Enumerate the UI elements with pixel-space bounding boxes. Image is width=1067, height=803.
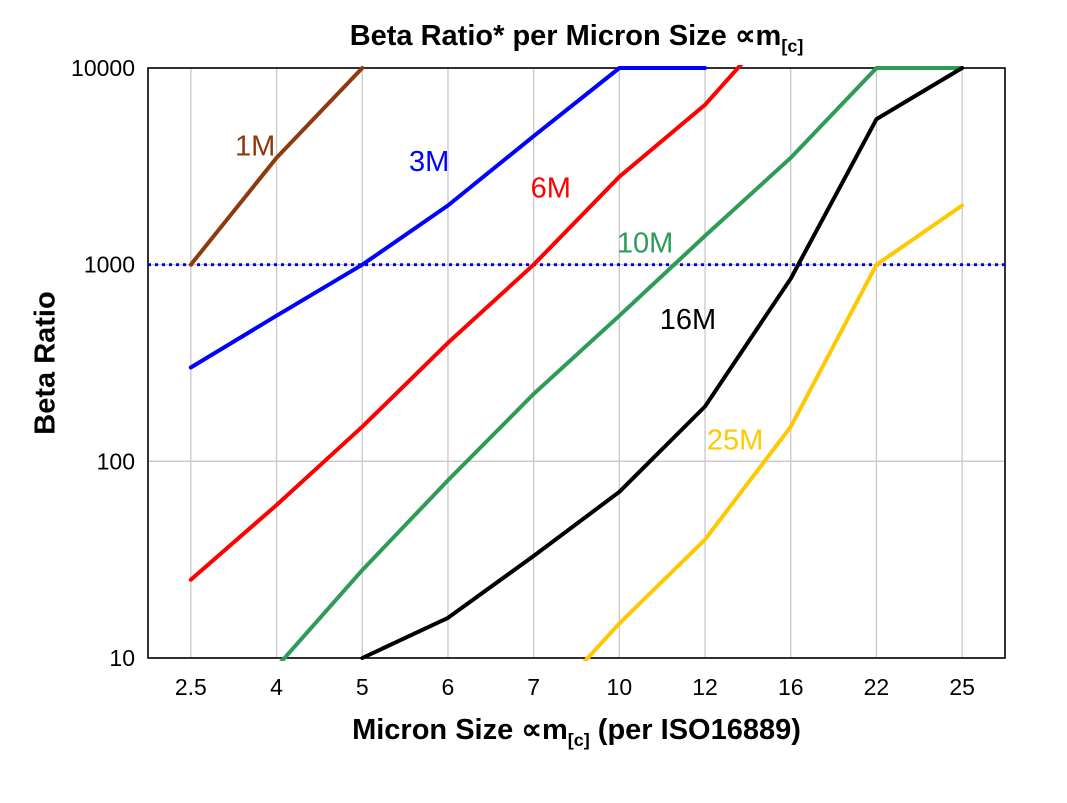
x-tick-label-2.5: 2.5 (175, 674, 207, 700)
series-line-10M (279, 66, 965, 661)
series-labels: 1M 3M 6M 10M 16M 25M (235, 130, 763, 456)
y-tick-label-10: 10 (109, 645, 135, 671)
x-tick-labels: 2.5 4 5 6 7 10 12 16 22 25 (175, 674, 975, 700)
y-tick-label-1000: 1000 (84, 252, 135, 278)
grid-vertical (190, 68, 963, 658)
x-tick-label-25: 25 (949, 674, 975, 700)
series-line-25M (582, 203, 965, 661)
x-axis-title-suffix: (per ISO16889) (589, 714, 801, 746)
x-tick-label-22: 22 (864, 674, 890, 700)
x-axis-title-subscript: [c] (567, 729, 590, 750)
y-axis-title: Beta Ratio (29, 291, 62, 435)
series-line-6M (188, 65, 744, 582)
x-tick-label-7: 7 (527, 674, 540, 700)
x-axis-title-text: Micron Size ∝m (352, 714, 568, 746)
chart-title-text: Beta Ratio* per Micron Size ∝m (349, 20, 782, 52)
series-line-16M (360, 66, 965, 660)
series-line-1M (188, 66, 365, 267)
series-label-6M: 6M (531, 172, 571, 204)
series-label-1M: 1M (235, 130, 275, 162)
x-tick-label-10: 10 (607, 674, 633, 700)
series-lines (188, 65, 965, 661)
series-label-3M: 3M (409, 146, 449, 178)
y-tick-label-100: 100 (97, 448, 135, 474)
chart-title-subscript: [c] (781, 35, 804, 56)
chart-title: Beta Ratio* per Micron Size ∝m[c] (148, 18, 1005, 57)
x-tick-label-4: 4 (270, 674, 283, 700)
plot-frame (147, 67, 1006, 659)
series-label-16M: 16M (660, 304, 716, 336)
x-tick-label-6: 6 (442, 674, 455, 700)
x-tick-label-12: 12 (692, 674, 718, 700)
series-label-10M: 10M (617, 228, 673, 260)
x-tick-label-16: 16 (778, 674, 804, 700)
x-tick-label-5: 5 (356, 674, 369, 700)
y-tick-label-10000: 10000 (71, 55, 135, 81)
series-label-25M: 25M (707, 424, 763, 456)
y-tick-labels: 10 100 1000 10000 (71, 55, 135, 671)
series-line-3M (188, 66, 707, 370)
x-axis-title: Micron Size ∝m[c] (per ISO16889) (148, 712, 1005, 751)
